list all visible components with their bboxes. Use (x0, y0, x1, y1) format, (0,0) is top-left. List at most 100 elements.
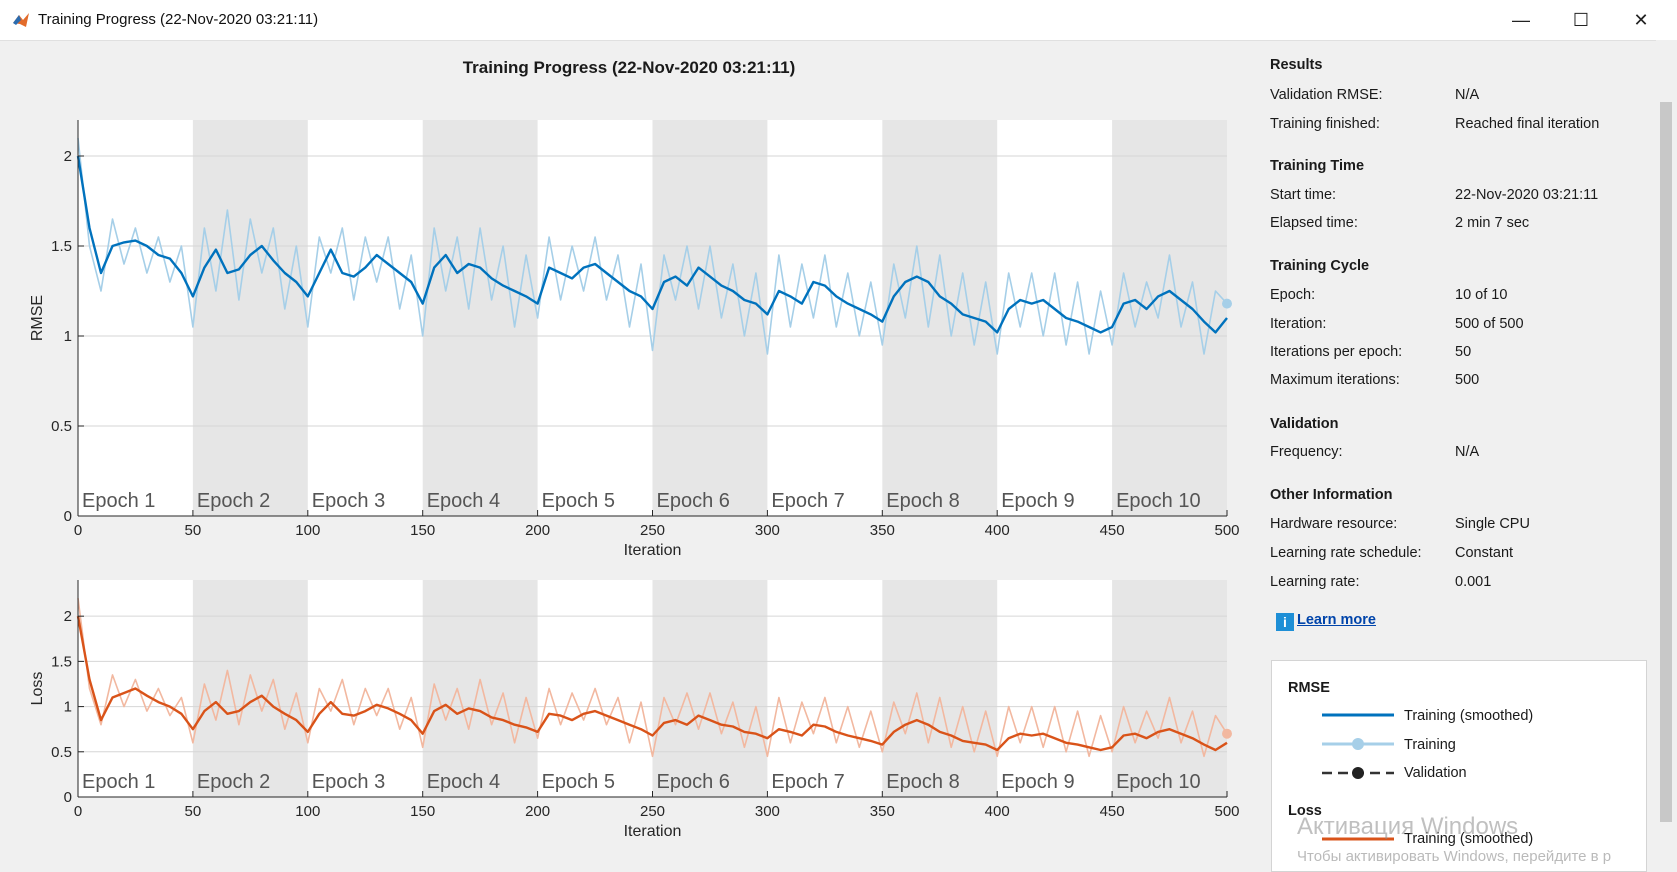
time-value: 22-Nov-2020 03:21:11 (1455, 187, 1599, 203)
x-tick-label: 300 (755, 803, 780, 820)
x-tick-label: 250 (640, 522, 665, 539)
x-tick-label: 50 (185, 522, 202, 539)
x-tick-label: 500 (1214, 803, 1239, 820)
minimize-button[interactable]: — (1512, 10, 1530, 30)
y-tick-label: 0.5 (51, 744, 72, 761)
epoch-band (652, 580, 768, 797)
info-icon: i (1276, 613, 1294, 631)
y-tick-label: 1.5 (51, 238, 72, 255)
learn-more-link[interactable]: i Learn more (1276, 612, 1376, 631)
close-button[interactable]: ✕ (1633, 10, 1649, 30)
legend-loss-heading: Loss (1288, 803, 1322, 819)
window-title: Training Progress (22-Nov-2020 03:21:11) (38, 11, 319, 28)
chart-title: Training Progress (22-Nov-2020 03:21:11) (462, 58, 796, 77)
y-tick-label: 2 (64, 608, 72, 625)
epoch-band (882, 120, 998, 516)
vertical-scrollbar[interactable] (1656, 40, 1677, 870)
epoch-label: Epoch 9 (1001, 771, 1074, 793)
cycle-value: 50 (1455, 344, 1472, 360)
x-axis-label: Iteration (624, 823, 682, 840)
epoch-label: Epoch 8 (886, 490, 959, 512)
legend-item: Validation (1404, 765, 1467, 781)
info-panel: Results Validation RMSE: N/A Training fi… (1270, 40, 1650, 870)
other-info-heading: Other Information (1270, 487, 1393, 503)
legend-item: Training (smoothed) (1404, 831, 1534, 847)
x-axis-label: Iteration (624, 542, 682, 559)
epoch-label: Epoch 9 (1001, 490, 1074, 512)
epoch-band (1112, 120, 1227, 516)
epoch-label: Epoch 7 (771, 490, 844, 512)
results-label: Training finished: (1270, 116, 1380, 132)
results-value: Reached final iteration (1455, 116, 1600, 132)
training-series-line (77, 137, 1228, 355)
epoch-band (422, 580, 538, 797)
epoch-label: Epoch 6 (657, 771, 730, 793)
results-heading: Results (1270, 57, 1323, 73)
time-value: 2 min 7 sec (1455, 215, 1530, 231)
y-tick-label: 0 (64, 508, 72, 525)
time-label: Elapsed time: (1270, 215, 1358, 231)
x-tick-label: 100 (295, 522, 320, 539)
smoothed-series-line (76, 615, 1228, 752)
y-tick-label: 0 (64, 789, 72, 806)
x-tick-label: 250 (640, 803, 665, 820)
learn-more-label: Learn more (1297, 612, 1376, 628)
other-value: 0.001 (1455, 574, 1492, 590)
y-tick-label: 2 (64, 148, 72, 165)
validation-value: N/A (1455, 444, 1480, 460)
epoch-band (1112, 580, 1227, 797)
x-tick-label: 300 (755, 522, 780, 539)
x-tick-label: 200 (525, 522, 550, 539)
y-tick-label: 1 (64, 699, 72, 716)
epoch-band (652, 120, 768, 516)
x-tick-label: 450 (1100, 522, 1125, 539)
cycle-label: Iterations per epoch: (1270, 344, 1403, 360)
validation-label: Frequency: (1270, 444, 1343, 460)
y-tick-label: 1.5 (51, 653, 72, 670)
other-label: Learning rate: (1270, 574, 1360, 590)
legend-item: Training (1404, 737, 1456, 753)
epoch-label: Epoch 4 (427, 771, 500, 793)
epoch-label: Epoch 1 (82, 490, 155, 512)
legend-validation-marker (1352, 767, 1364, 779)
cycle-value: 500 of 500 (1455, 316, 1524, 332)
x-tick-label: 0 (74, 522, 82, 539)
x-tick-label: 100 (295, 803, 320, 820)
title-bar: Training Progress (22-Nov-2020 03:21:11)… (0, 0, 1677, 41)
other-value: Single CPU (1455, 516, 1530, 532)
epoch-label: Epoch 8 (886, 771, 959, 793)
epoch-label: Epoch 3 (312, 490, 385, 512)
x-tick-label: 350 (870, 522, 895, 539)
x-tick-label: 200 (525, 803, 550, 820)
y-axis-label: RMSE (29, 295, 46, 341)
validation-heading: Validation (1270, 416, 1339, 432)
x-tick-label: 50 (185, 803, 202, 820)
legend-item: Training (smoothed) (1404, 708, 1534, 724)
x-tick-label: 350 (870, 803, 895, 820)
epoch-label: Epoch 2 (197, 490, 270, 512)
results-value: N/A (1455, 87, 1480, 103)
rmse-plot: Epoch 1 Epoch 2 Epoch 3 Epoch 4 Epoch 5 Epoch… (29, 120, 1240, 559)
epoch-label: Epoch 10 (1116, 771, 1201, 793)
y-tick-label: 0.5 (51, 418, 72, 435)
activation-watermark-title: Активация Windows (1297, 813, 1519, 840)
x-tick-label: 400 (985, 522, 1010, 539)
other-value: Constant (1455, 545, 1514, 561)
x-tick-label: 150 (410, 522, 435, 539)
other-label: Learning rate schedule: (1270, 545, 1422, 561)
final-point-marker (1222, 298, 1232, 309)
epoch-band (192, 120, 308, 516)
epoch-band (882, 580, 998, 797)
scrollbar-thumb[interactable] (1660, 102, 1672, 822)
x-tick-label: 450 (1100, 803, 1125, 820)
other-label: Hardware resource: (1270, 516, 1398, 532)
x-tick-label: 400 (985, 803, 1010, 820)
epoch-label: Epoch 6 (657, 490, 730, 512)
x-tick-label: 500 (1214, 522, 1239, 539)
maximize-button[interactable]: ☐ (1572, 10, 1590, 30)
smoothed-series-line (76, 155, 1228, 334)
x-tick-label: 150 (410, 803, 435, 820)
x-tick-label: 0 (74, 803, 82, 820)
time-label: Start time: (1270, 187, 1337, 203)
